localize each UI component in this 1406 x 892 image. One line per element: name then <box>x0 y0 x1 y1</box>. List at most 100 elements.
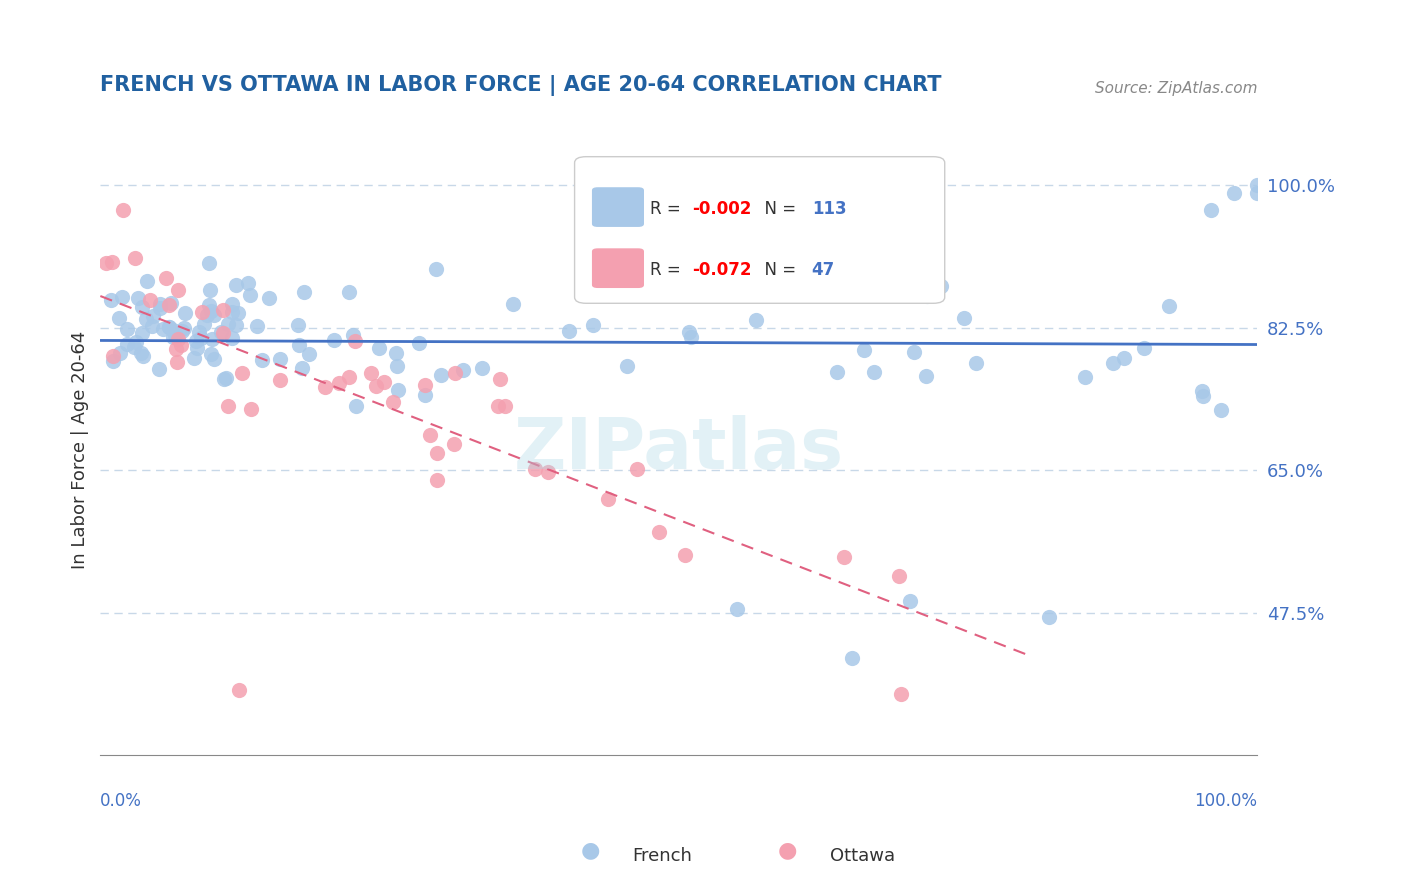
Point <box>413 388 436 402</box>
Point <box>502 297 524 311</box>
Point <box>1074 370 1097 384</box>
Point <box>152 322 174 336</box>
Point <box>1191 384 1213 399</box>
Text: FRENCH VS OTTAWA IN LABOR FORCE | AGE 20-64 CORRELATION CHART: FRENCH VS OTTAWA IN LABOR FORCE | AGE 20… <box>100 75 942 95</box>
Point <box>160 296 183 310</box>
FancyBboxPatch shape <box>592 248 644 288</box>
Point <box>745 313 768 327</box>
Point <box>425 262 447 277</box>
Point <box>287 338 309 352</box>
Point <box>250 353 273 368</box>
Point <box>124 252 146 266</box>
Point <box>184 334 207 348</box>
Point <box>201 332 224 346</box>
Point <box>169 338 191 352</box>
Point <box>231 366 253 380</box>
Point <box>215 371 238 385</box>
Point <box>853 343 876 357</box>
Point <box>430 368 453 382</box>
Point <box>117 337 139 351</box>
Point <box>841 650 863 665</box>
Text: Ottawa: Ottawa <box>830 847 894 865</box>
Point <box>903 345 925 359</box>
Point <box>887 569 910 583</box>
Point <box>148 362 170 376</box>
Point <box>965 356 987 370</box>
Point <box>1114 351 1136 365</box>
Point <box>108 310 131 325</box>
Point <box>834 550 856 565</box>
Point <box>157 298 180 312</box>
Point <box>558 324 581 338</box>
Point <box>125 334 148 349</box>
Point <box>825 366 848 380</box>
Point <box>111 290 134 304</box>
Point <box>679 330 702 344</box>
Point <box>368 341 391 355</box>
Point <box>287 318 309 332</box>
Point <box>269 373 291 387</box>
Point <box>139 293 162 308</box>
Point <box>257 291 280 305</box>
Point <box>1192 389 1215 403</box>
Point <box>221 305 243 319</box>
Point <box>173 306 195 320</box>
Point <box>342 328 364 343</box>
Point <box>314 379 336 393</box>
Point <box>127 291 149 305</box>
Text: -0.002: -0.002 <box>693 200 752 218</box>
Point <box>173 321 195 335</box>
Point <box>444 366 467 380</box>
Point <box>136 274 159 288</box>
Point <box>101 254 124 268</box>
Point <box>200 346 222 360</box>
Point <box>108 346 131 360</box>
Point <box>385 359 408 373</box>
Point <box>209 325 232 339</box>
Point <box>141 318 163 333</box>
Point <box>443 436 465 450</box>
Point <box>581 318 603 332</box>
Point <box>115 322 138 336</box>
Point <box>246 318 269 333</box>
Point <box>494 399 516 413</box>
Point <box>155 270 177 285</box>
Point <box>228 306 250 320</box>
Point <box>298 347 321 361</box>
Point <box>221 297 243 311</box>
Point <box>122 340 145 354</box>
Point <box>339 370 361 384</box>
Point <box>1159 299 1181 313</box>
Point <box>323 333 346 347</box>
Point <box>626 462 648 476</box>
Point <box>408 335 430 350</box>
Point <box>1211 403 1233 417</box>
Point <box>135 311 157 326</box>
Point <box>269 352 291 367</box>
Point <box>162 323 184 337</box>
Point <box>426 446 449 460</box>
Point <box>673 549 696 563</box>
Point <box>166 333 188 347</box>
Point <box>165 342 187 356</box>
Point <box>1223 186 1246 201</box>
Point <box>523 462 546 476</box>
Point <box>915 369 938 384</box>
Point <box>489 372 512 386</box>
Text: ZIPatlas: ZIPatlas <box>513 416 844 484</box>
Point <box>100 293 122 307</box>
Point <box>167 283 190 297</box>
Point <box>94 256 117 270</box>
Point <box>202 351 225 366</box>
Text: ●: ● <box>581 840 600 860</box>
Point <box>212 372 235 386</box>
Point <box>200 283 222 297</box>
FancyBboxPatch shape <box>575 157 945 303</box>
Point <box>188 325 211 339</box>
Text: R =: R = <box>650 200 686 218</box>
Point <box>915 289 938 303</box>
Point <box>239 288 262 302</box>
Point <box>225 318 247 332</box>
Point <box>862 365 884 379</box>
Point <box>221 330 243 344</box>
